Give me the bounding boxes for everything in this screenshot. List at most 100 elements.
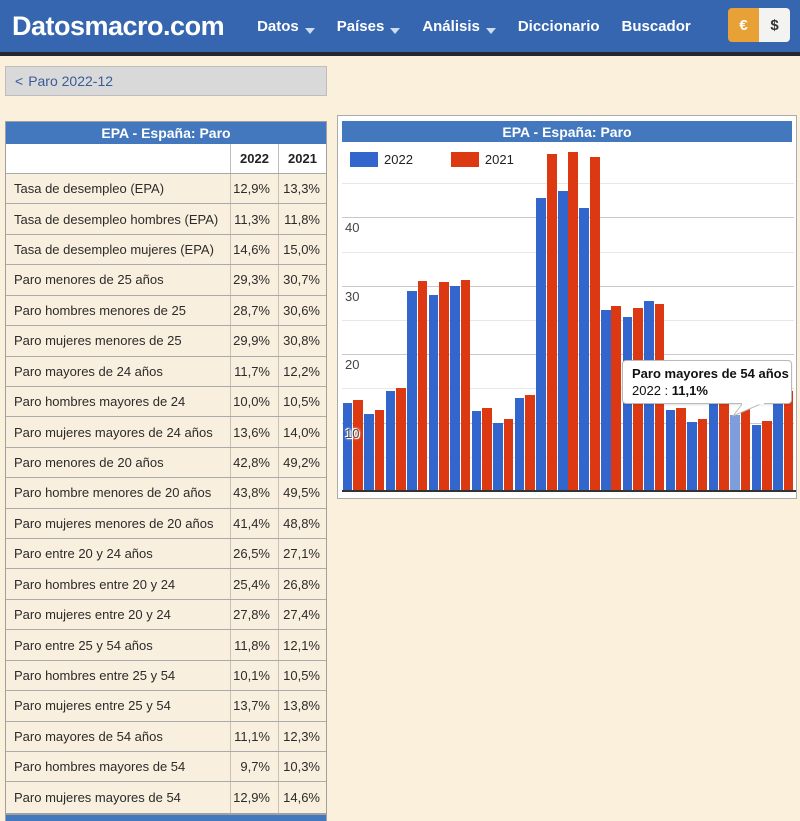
row-label: Paro hombre menores de 20 años [14, 485, 212, 501]
bar-2022-4[interactable] [428, 294, 439, 491]
row-label: Paro hombres mayores de 24 [14, 394, 186, 410]
row-label: Paro hombres menores de 25 [14, 302, 186, 318]
row-label: Paro mujeres entre 20 y 24 [14, 607, 171, 623]
bar-2022-1[interactable] [364, 413, 374, 491]
row-value-2021: 13,8% [278, 691, 326, 721]
row-value-2022: 11,7% [230, 356, 278, 386]
bar-2022-13[interactable] [622, 317, 633, 491]
bar-2021-11[interactable] [589, 157, 600, 491]
bar-2022-0[interactable] [342, 402, 353, 491]
site-logo[interactable]: Datosmacro.com [12, 10, 225, 41]
nav-item-buscador[interactable]: Buscador [621, 17, 691, 35]
row-label: Paro mayores de 24 años [14, 363, 163, 379]
bar-2021-18[interactable] [740, 406, 751, 491]
bar-2022-10[interactable] [557, 191, 568, 491]
bar-2022-15[interactable] [665, 410, 676, 491]
breadcrumb-label: Paro 2022-12 [28, 73, 114, 89]
bar-2021-16[interactable] [697, 419, 708, 491]
bar-2021-8[interactable] [525, 395, 535, 491]
bar-2022-7[interactable] [493, 422, 503, 491]
back-arrow-icon: < [15, 73, 24, 89]
currency-dollar-button[interactable]: $ [759, 8, 790, 42]
bar-2021-12[interactable] [611, 305, 622, 491]
nav-item-datos[interactable]: Datos [248, 10, 324, 43]
row-value-2022: 27,8% [230, 599, 278, 630]
gridline-35 [342, 251, 794, 253]
row-value-2022: 9,7% [230, 752, 278, 782]
bar-2022-16[interactable] [687, 421, 697, 491]
bar-2022-8[interactable] [514, 397, 525, 491]
bar-2022-11[interactable] [579, 207, 590, 491]
row-value-2021: 10,5% [278, 386, 326, 417]
row-label: Paro hombres mayores de 54 [14, 759, 186, 775]
row-value-2022: 29,3% [230, 265, 278, 295]
table-row: Paro mujeres mayores de 24 años 13,6% 14,0… [6, 417, 326, 448]
bar-2022-6[interactable] [471, 410, 482, 491]
nav-item-análisis[interactable]: Análisis [413, 10, 505, 43]
bar-2021-3[interactable] [417, 281, 428, 491]
bar-2022-3[interactable] [407, 290, 417, 491]
bar-2022-20[interactable] [773, 402, 783, 491]
table-row: Tasa de desempleo hombres (EPA) 11,3% 11,8… [6, 204, 326, 235]
bar-2022-9[interactable] [536, 198, 546, 491]
table-row: Paro hombre menores de 20 años 43,8% 49,5% [6, 478, 326, 509]
row-value-2021: 12,1% [278, 630, 326, 660]
row-value-2022: 11,1% [230, 721, 278, 752]
bar-2021-20[interactable] [783, 391, 794, 491]
bar-2021-17[interactable] [719, 396, 729, 491]
table-row: Paro hombres menores de 25 28,7% 30,6% [6, 295, 326, 327]
row-label: Paro hombres entre 20 y 24 [14, 576, 176, 592]
bar-2021-5[interactable] [460, 280, 471, 491]
bar-2021-19[interactable] [762, 420, 772, 491]
row-value-2022: 43,8% [230, 478, 278, 508]
stats-table-body: Tasa de desempleo (EPA) 12,9% 13,3% Tasa de… [6, 174, 326, 813]
row-label: Paro menores de 25 años [14, 272, 164, 288]
row-value-2022: 11,3% [230, 204, 278, 234]
bar-2021-1[interactable] [374, 410, 385, 491]
bar-2021-15[interactable] [676, 408, 686, 491]
table-row: Paro hombres mayores de 54 9,7% 10,3% [6, 752, 326, 783]
chart-legend: 2022 2021 [350, 152, 552, 167]
nav-item-diccionario[interactable]: Diccionario [517, 17, 600, 35]
row-value-2021: 26,8% [278, 569, 326, 599]
currency-euro-button[interactable]: € [728, 8, 759, 42]
bar-tooltip: Paro mayores de 54 años 2022 : 11,1% [622, 360, 792, 404]
row-label: Paro mujeres menores de 20 años [14, 515, 214, 531]
bar-2022-5[interactable] [450, 286, 460, 491]
bar-2022-2[interactable] [385, 391, 396, 491]
bar-2022-19[interactable] [751, 424, 762, 491]
row-value-2021: 12,3% [278, 721, 326, 752]
next-table-header-strip [5, 814, 327, 821]
row-value-2022: 26,5% [230, 539, 278, 569]
table-row: Paro mujeres menores de 25 29,9% 30,8% [6, 326, 326, 357]
bar-2022-17[interactable] [708, 397, 719, 491]
nav-item-países[interactable]: Países [328, 10, 410, 43]
row-value-2021: 30,8% [278, 326, 326, 356]
bar-2021-4[interactable] [439, 281, 449, 491]
bar-2021-10[interactable] [568, 152, 579, 491]
table-row: Paro menores de 25 años 29,3% 30,7% [6, 265, 326, 296]
table-row: Paro mayores de 54 años 11,1% 12,3% [6, 721, 326, 753]
bar-2021-2[interactable] [396, 388, 406, 491]
gridline-15 [342, 388, 794, 390]
row-value-2021: 15,0% [278, 234, 326, 265]
bar-2022-12[interactable] [600, 309, 611, 491]
tooltip-series: 2022 [632, 383, 661, 398]
x-axis-baseline [342, 490, 796, 492]
bar-2021-6[interactable] [482, 407, 492, 491]
row-value-2021: 27,4% [278, 599, 326, 630]
row-label: Paro mujeres mayores de 54 [14, 790, 181, 806]
row-label: Paro mujeres entre 25 y 54 [14, 698, 171, 714]
table-header-row: 2022 2021 [6, 144, 326, 174]
gridline-40 [342, 217, 794, 219]
bar-2021-7[interactable] [503, 419, 514, 491]
breadcrumb[interactable]: < Paro 2022-12 [5, 66, 327, 96]
table-row: Paro hombres entre 25 y 54 10,1% 10,5% [6, 660, 326, 692]
bar-2021-0[interactable] [353, 400, 363, 491]
stats-table: EPA - España: Paro 2022 2021 Tasa de des… [5, 121, 327, 814]
row-value-2021: 10,3% [278, 752, 326, 782]
row-value-2021: 12,2% [278, 356, 326, 386]
row-value-2022: 42,8% [230, 447, 278, 478]
bar-2021-9[interactable] [546, 154, 557, 491]
bar-2022-18[interactable] [730, 415, 740, 491]
